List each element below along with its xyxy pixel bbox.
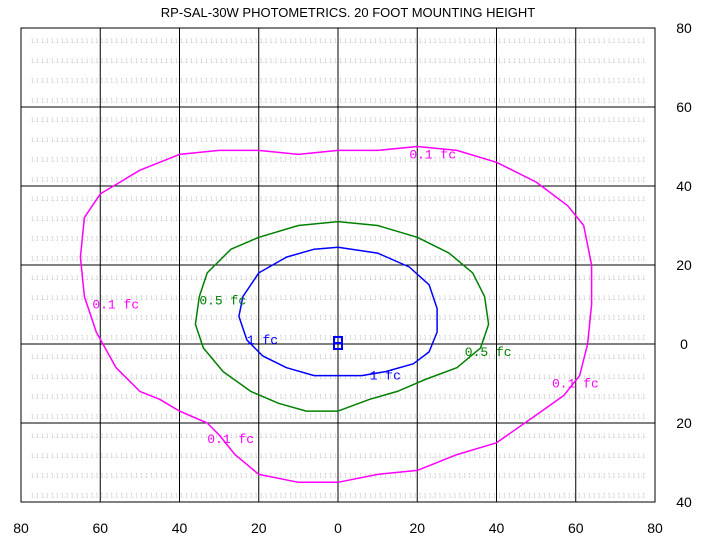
contour-label: 1 fc — [370, 369, 401, 384]
x-tick-label: 80 — [647, 520, 663, 536]
grid — [20, 27, 656, 503]
x-tick-label: 60 — [568, 520, 584, 536]
contour-label: 0.5 fc — [465, 345, 512, 360]
x-tick-label: 40 — [489, 520, 505, 536]
contour-label: 0.1 fc — [207, 432, 254, 447]
y-tick-label: 60 — [676, 99, 692, 115]
contour-label: 0.1 fc — [552, 376, 599, 391]
contour-label: 0.1 fc — [92, 297, 139, 312]
y-tick-label: 0 — [680, 336, 688, 352]
contour-labels: 0.1 fc 0.1 fc 0.1 fc 0.1 fc 0.5 fc 0.5 fc 1 fc… — [92, 147, 598, 446]
fixture-marker — [333, 336, 343, 350]
y-tick-label: 80 — [676, 20, 692, 36]
y-tick-label: 40 — [676, 178, 692, 194]
x-tick-label: 40 — [172, 520, 188, 536]
contour-label: 1 fc — [247, 333, 278, 348]
fixture-icon — [333, 336, 343, 350]
x-tick-label: 20 — [251, 520, 267, 536]
y-tick-label: 20 — [676, 415, 692, 431]
contour-line — [238, 246, 438, 377]
contour-line — [79, 145, 593, 484]
x-tick-label: 80 — [13, 520, 29, 536]
contour-label: 0.1 fc — [409, 147, 456, 162]
contour-line — [194, 220, 490, 412]
contour-series — [79, 145, 593, 484]
contour-label: 0.5 fc — [199, 294, 246, 309]
y-tick-label: 40 — [676, 494, 692, 510]
axis-ticks: 80 60 40 20 0 20 40 60 80 80 60 40 20 0 20 40 — [13, 20, 692, 536]
chart-title: RP-SAL-30W PHOTOMETRICS. 20 FOOT MOUNTIN… — [161, 5, 535, 20]
x-tick-label: 0 — [334, 520, 342, 536]
x-tick-label: 20 — [409, 520, 425, 536]
y-tick-label: 20 — [676, 257, 692, 273]
plot-frame — [20, 27, 656, 503]
x-tick-label: 60 — [92, 520, 108, 536]
